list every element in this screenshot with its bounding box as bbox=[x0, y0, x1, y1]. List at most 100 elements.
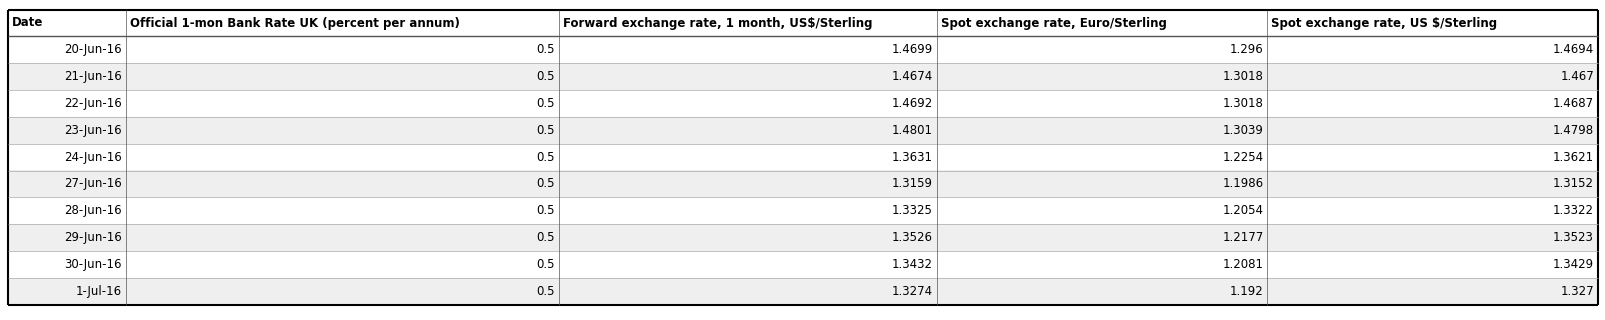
Bar bbox=[125, 117, 559, 144]
Bar bbox=[1266, 197, 1597, 224]
Bar bbox=[125, 251, 559, 278]
Text: 1-Jul-16: 1-Jul-16 bbox=[75, 285, 122, 298]
Text: 0.5: 0.5 bbox=[536, 204, 555, 217]
Text: Spot exchange rate, US $/Sterling: Spot exchange rate, US $/Sterling bbox=[1271, 17, 1496, 29]
Bar bbox=[8, 278, 125, 305]
Text: 0.5: 0.5 bbox=[536, 97, 555, 110]
Bar bbox=[125, 278, 559, 305]
Text: 1.3526: 1.3526 bbox=[891, 231, 933, 244]
Text: 1.3523: 1.3523 bbox=[1552, 231, 1594, 244]
Bar bbox=[936, 224, 1266, 251]
Bar bbox=[559, 10, 936, 36]
Text: 20-Jun-16: 20-Jun-16 bbox=[64, 43, 122, 56]
Bar bbox=[8, 251, 125, 278]
Bar bbox=[1266, 63, 1597, 90]
Bar bbox=[559, 63, 936, 90]
Bar bbox=[8, 144, 125, 171]
Text: 1.3325: 1.3325 bbox=[891, 204, 933, 217]
Bar bbox=[936, 251, 1266, 278]
Text: 1.3018: 1.3018 bbox=[1221, 70, 1263, 83]
Text: 1.3631: 1.3631 bbox=[891, 150, 933, 164]
Text: 24-Jun-16: 24-Jun-16 bbox=[64, 150, 122, 164]
Text: Date: Date bbox=[11, 17, 43, 29]
Text: 1.1986: 1.1986 bbox=[1221, 178, 1263, 190]
Text: 22-Jun-16: 22-Jun-16 bbox=[64, 97, 122, 110]
Text: 1.192: 1.192 bbox=[1229, 285, 1263, 298]
Text: 1.4692: 1.4692 bbox=[891, 97, 933, 110]
Bar bbox=[125, 10, 559, 36]
Bar bbox=[936, 90, 1266, 117]
Bar bbox=[559, 224, 936, 251]
Text: 0.5: 0.5 bbox=[536, 231, 555, 244]
Text: 0.5: 0.5 bbox=[536, 178, 555, 190]
Text: 1.4687: 1.4687 bbox=[1552, 97, 1594, 110]
Bar bbox=[1266, 224, 1597, 251]
Bar bbox=[125, 224, 559, 251]
Bar bbox=[1266, 251, 1597, 278]
Text: 29-Jun-16: 29-Jun-16 bbox=[64, 231, 122, 244]
Text: 0.5: 0.5 bbox=[536, 150, 555, 164]
Text: 23-Jun-16: 23-Jun-16 bbox=[64, 124, 122, 137]
Bar bbox=[936, 36, 1266, 63]
Bar bbox=[1266, 171, 1597, 197]
Text: 1.3018: 1.3018 bbox=[1221, 97, 1263, 110]
Text: 1.3039: 1.3039 bbox=[1221, 124, 1263, 137]
Bar bbox=[125, 36, 559, 63]
Text: 1.4798: 1.4798 bbox=[1552, 124, 1594, 137]
Bar bbox=[559, 197, 936, 224]
Bar bbox=[559, 171, 936, 197]
Text: 28-Jun-16: 28-Jun-16 bbox=[64, 204, 122, 217]
Text: 0.5: 0.5 bbox=[536, 43, 555, 56]
Bar bbox=[125, 63, 559, 90]
Bar bbox=[8, 10, 125, 36]
Text: 27-Jun-16: 27-Jun-16 bbox=[64, 178, 122, 190]
Bar bbox=[125, 171, 559, 197]
Text: 1.4801: 1.4801 bbox=[891, 124, 933, 137]
Text: Spot exchange rate, Euro/Sterling: Spot exchange rate, Euro/Sterling bbox=[941, 17, 1165, 29]
Bar bbox=[936, 197, 1266, 224]
Text: 1.3432: 1.3432 bbox=[891, 258, 933, 271]
Text: 1.4674: 1.4674 bbox=[891, 70, 933, 83]
Text: 1.3322: 1.3322 bbox=[1552, 204, 1594, 217]
Text: Forward exchange rate, 1 month, US$/Sterling: Forward exchange rate, 1 month, US$/Ster… bbox=[563, 17, 872, 29]
Text: 1.3621: 1.3621 bbox=[1552, 150, 1594, 164]
Bar bbox=[936, 63, 1266, 90]
Text: 1.2081: 1.2081 bbox=[1221, 258, 1263, 271]
Text: 1.467: 1.467 bbox=[1560, 70, 1594, 83]
Text: 1.4694: 1.4694 bbox=[1552, 43, 1594, 56]
Bar bbox=[8, 90, 125, 117]
Text: 1.2054: 1.2054 bbox=[1221, 204, 1263, 217]
Text: 1.3152: 1.3152 bbox=[1552, 178, 1594, 190]
Bar bbox=[559, 251, 936, 278]
Bar bbox=[559, 278, 936, 305]
Text: 1.2254: 1.2254 bbox=[1221, 150, 1263, 164]
Bar bbox=[125, 90, 559, 117]
Bar bbox=[8, 117, 125, 144]
Bar bbox=[936, 10, 1266, 36]
Text: 0.5: 0.5 bbox=[536, 285, 555, 298]
Bar bbox=[559, 36, 936, 63]
Text: 0.5: 0.5 bbox=[536, 124, 555, 137]
Text: Official 1-mon Bank Rate UK (percent per annum): Official 1-mon Bank Rate UK (percent per… bbox=[130, 17, 459, 29]
Bar bbox=[1266, 10, 1597, 36]
Bar bbox=[936, 171, 1266, 197]
Bar bbox=[125, 144, 559, 171]
Bar bbox=[8, 36, 125, 63]
Bar bbox=[559, 90, 936, 117]
Text: 1.3274: 1.3274 bbox=[891, 285, 933, 298]
Text: 30-Jun-16: 30-Jun-16 bbox=[64, 258, 122, 271]
Bar bbox=[8, 224, 125, 251]
Bar bbox=[8, 63, 125, 90]
Bar bbox=[936, 144, 1266, 171]
Text: 21-Jun-16: 21-Jun-16 bbox=[64, 70, 122, 83]
Bar bbox=[1266, 144, 1597, 171]
Bar bbox=[1266, 90, 1597, 117]
Text: 1.3429: 1.3429 bbox=[1552, 258, 1594, 271]
Bar bbox=[1266, 36, 1597, 63]
Text: 0.5: 0.5 bbox=[536, 70, 555, 83]
Text: 0.5: 0.5 bbox=[536, 258, 555, 271]
Text: 1.4699: 1.4699 bbox=[891, 43, 933, 56]
Bar bbox=[8, 171, 125, 197]
Text: 1.296: 1.296 bbox=[1229, 43, 1263, 56]
Text: 1.3159: 1.3159 bbox=[891, 178, 933, 190]
